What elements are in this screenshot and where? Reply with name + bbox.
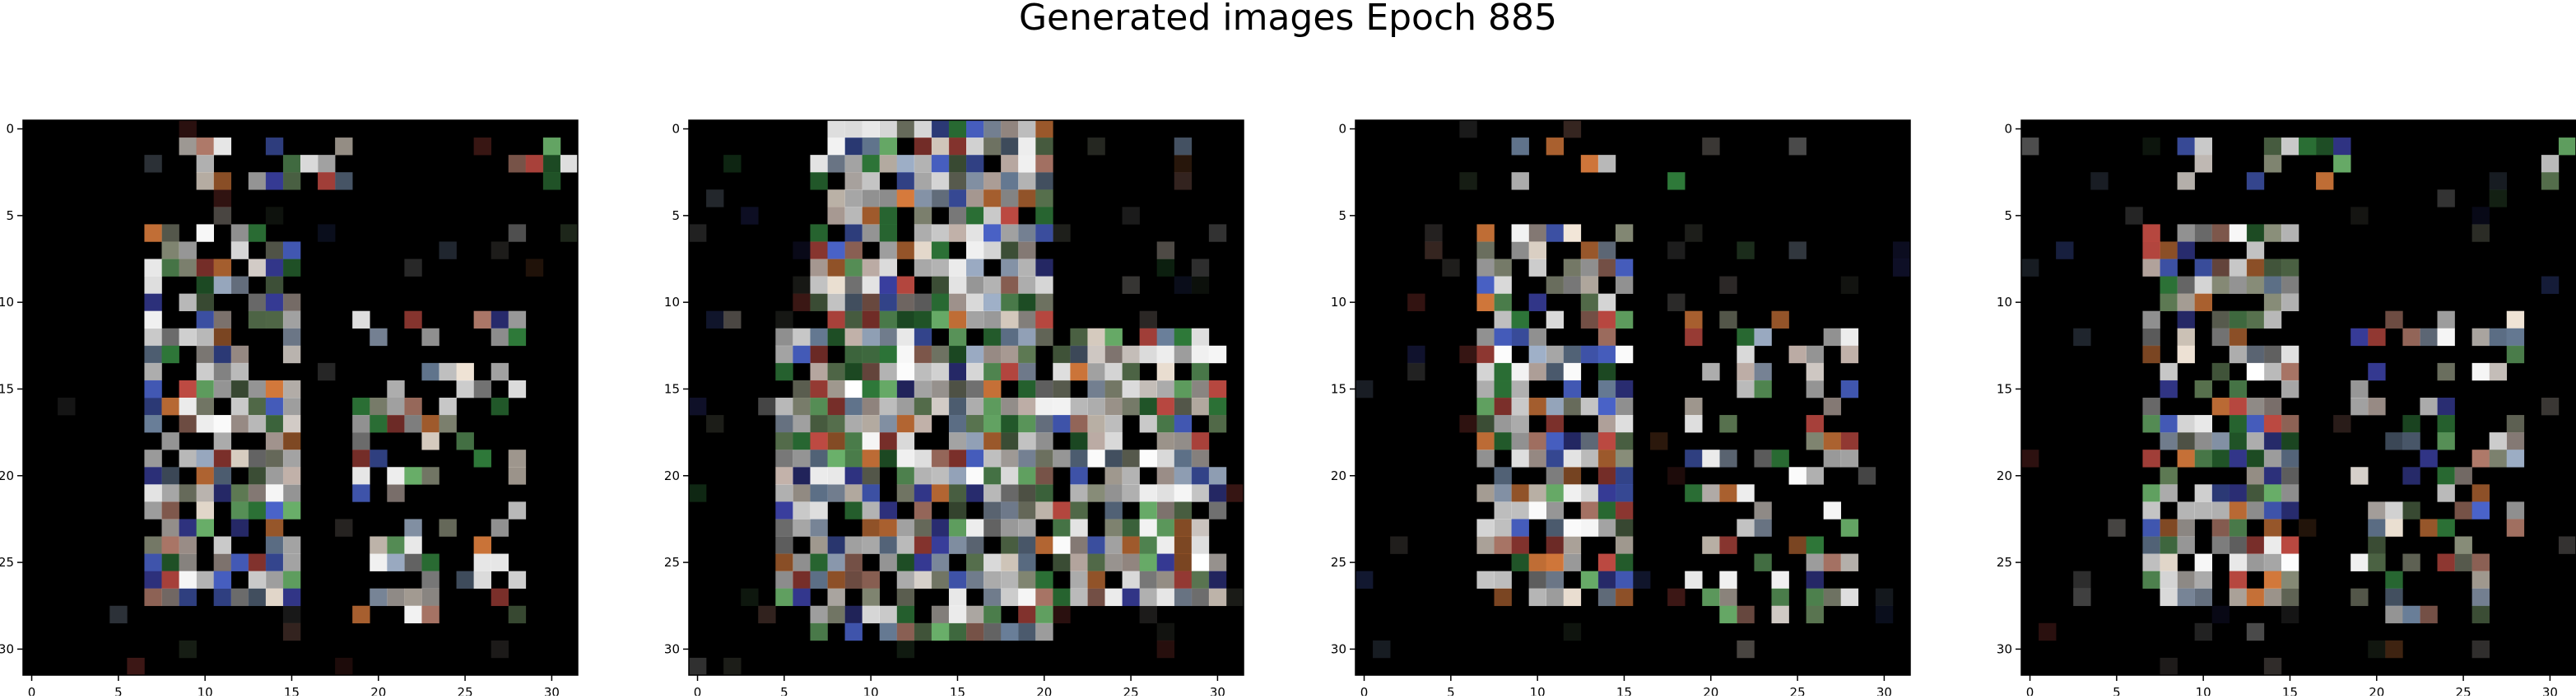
y-tick-label: 5 <box>2004 208 2012 223</box>
y-tick-label: 10 <box>0 295 14 310</box>
x-tick-label: 15 <box>950 685 965 696</box>
panel-sample-2: 0 0 5 5 10 10 15 15 20 20 25 25 30 30 <box>664 119 1244 699</box>
x-tick-label: 30 <box>1210 685 1225 696</box>
image-pixels <box>1355 120 1911 659</box>
x-tick-label: 5 <box>780 685 788 696</box>
x-tick-label: 15 <box>284 685 300 696</box>
y-tick-label: 25 <box>1331 555 1346 570</box>
x-tick-label: 20 <box>1703 685 1718 696</box>
y-tick-label: 30 <box>1331 641 1346 656</box>
figure-title: Generated images Epoch 885 <box>1018 0 1558 39</box>
y-tick-label: 10 <box>664 295 680 310</box>
y-tick-label: 30 <box>0 641 14 656</box>
x-tick-label: 0 <box>1360 685 1369 696</box>
x-tick-label: 5 <box>2113 685 2121 696</box>
y-tick-label: 30 <box>664 641 680 656</box>
x-tick-label: 30 <box>1876 685 1892 696</box>
x-tick-label: 0 <box>2026 685 2034 696</box>
y-tick-label: 30 <box>1997 641 2012 656</box>
y-tick-label: 20 <box>0 468 14 483</box>
y-tick-label: 5 <box>6 208 14 223</box>
y-tick-label: 20 <box>664 468 680 483</box>
y-tick-label: 15 <box>1331 381 1346 396</box>
y-tick-label: 0 <box>1338 122 1346 137</box>
y-tick-label: 0 <box>6 122 14 137</box>
axes-frame <box>22 119 579 676</box>
y-tick-label: 25 <box>0 555 14 570</box>
axes-frame <box>2020 119 2576 676</box>
x-tick-label: 20 <box>370 685 386 696</box>
panel-sample-3: 0 0 5 5 10 10 15 15 20 20 25 25 30 30 <box>1331 119 1911 699</box>
x-tick-label: 25 <box>458 685 473 696</box>
x-tick-label: 5 <box>1447 685 1455 696</box>
image-pixels <box>2021 137 2576 676</box>
y-tick-label: 10 <box>1331 295 1346 310</box>
y-tick-label: 5 <box>1338 208 1346 223</box>
panel-sample-4: 0 0 5 5 10 10 15 15 20 20 25 25 30 30 <box>1997 119 2576 699</box>
y-tick-label: 0 <box>2004 122 2012 137</box>
x-tick-label: 10 <box>863 685 879 696</box>
x-tick-label: 25 <box>1123 685 1139 696</box>
x-tick-label: 15 <box>1616 685 1632 696</box>
image-pixels <box>58 120 579 676</box>
axes-frame <box>688 119 1244 676</box>
y-tick-label: 15 <box>1997 381 2012 396</box>
x-tick-label: 5 <box>114 685 123 696</box>
x-tick-label: 30 <box>2542 685 2558 696</box>
y-tick-label: 15 <box>664 381 680 396</box>
axes-frame <box>1355 119 1911 676</box>
y-tick-label: 15 <box>0 381 14 396</box>
y-tick-label: 10 <box>1997 295 2012 310</box>
y-tick-label: 5 <box>672 208 680 223</box>
x-tick-label: 10 <box>1530 685 1546 696</box>
y-tick-label: 25 <box>664 555 680 570</box>
x-tick-label: 0 <box>694 685 702 696</box>
x-tick-label: 15 <box>2282 685 2298 696</box>
x-tick-label: 10 <box>198 685 213 696</box>
x-tick-label: 25 <box>1790 685 1806 696</box>
x-tick-label: 0 <box>28 685 36 696</box>
y-tick-label: 20 <box>1997 468 2012 483</box>
image-pixels <box>689 120 1244 676</box>
x-tick-label: 25 <box>2456 685 2471 696</box>
panel-sample-1: 0 0 5 5 10 10 15 15 20 20 25 25 30 30 <box>0 119 579 699</box>
x-tick-label: 10 <box>2196 685 2211 696</box>
y-tick-label: 25 <box>1997 555 2012 570</box>
y-tick-label: 0 <box>672 122 680 137</box>
y-tick-label: 20 <box>1331 468 1346 483</box>
x-tick-label: 20 <box>1036 685 1052 696</box>
x-tick-label: 30 <box>544 685 560 696</box>
x-tick-label: 20 <box>2369 685 2384 696</box>
